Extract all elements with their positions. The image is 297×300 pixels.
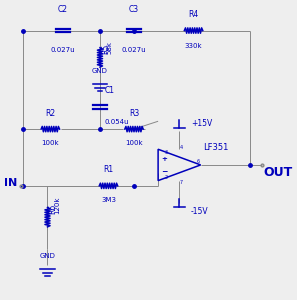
Text: R5: R5 (101, 44, 110, 54)
Text: +15V: +15V (191, 118, 212, 127)
Text: 3M3: 3M3 (101, 197, 116, 203)
Text: 330k: 330k (185, 43, 202, 49)
Text: R6: R6 (49, 204, 58, 214)
Text: GND: GND (40, 253, 56, 259)
Text: 0.054u: 0.054u (104, 118, 129, 124)
Text: 7: 7 (179, 180, 183, 185)
Text: GND: GND (92, 68, 108, 74)
Text: 100k: 100k (125, 140, 143, 146)
Text: R2: R2 (45, 109, 56, 118)
Text: IN: IN (4, 178, 17, 188)
Text: +: + (162, 156, 168, 162)
Text: 2: 2 (165, 175, 168, 180)
Text: 0.027u: 0.027u (122, 47, 146, 53)
Text: 120k: 120k (54, 197, 60, 214)
Text: R3: R3 (129, 109, 139, 118)
Text: 0.027u: 0.027u (51, 47, 75, 53)
Text: 3: 3 (165, 150, 168, 155)
Text: OUT: OUT (263, 166, 292, 179)
Text: 6: 6 (197, 159, 200, 164)
Text: C1: C1 (104, 86, 114, 95)
Text: R4: R4 (188, 10, 199, 19)
Text: −: − (161, 167, 168, 176)
Text: C3: C3 (129, 5, 139, 14)
Text: 4: 4 (179, 145, 183, 150)
Text: -15V: -15V (191, 207, 208, 216)
Text: 58k: 58k (107, 41, 113, 54)
Text: LF351: LF351 (203, 142, 229, 152)
Text: 100k: 100k (42, 140, 59, 146)
Text: C2: C2 (58, 5, 68, 14)
Text: R1: R1 (103, 166, 113, 175)
